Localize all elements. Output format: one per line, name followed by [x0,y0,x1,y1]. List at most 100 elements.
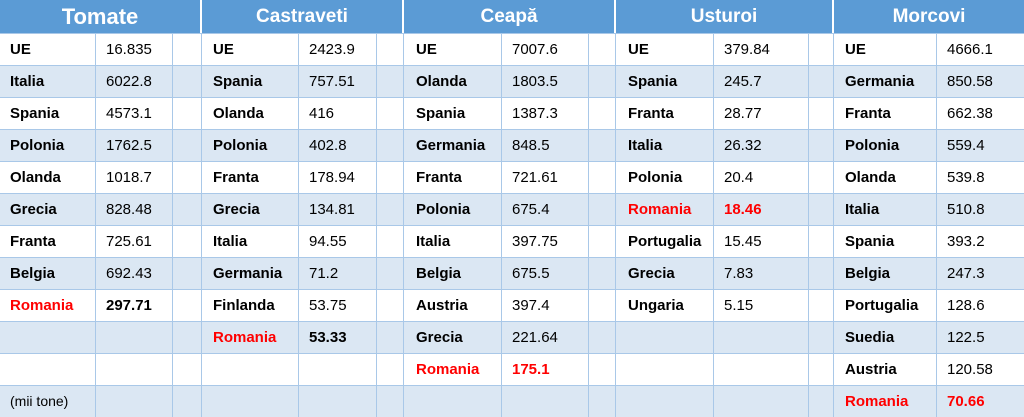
production-value: 94.55 [309,232,347,250]
group-header: Usturoi [616,0,832,33]
production-value: 7.83 [724,264,754,282]
country-name: Italia [213,232,248,250]
column-divider [833,33,834,417]
country-name: Ungaria [628,296,684,314]
country-name: Franta [213,168,259,186]
production-value: 692.43 [106,264,152,282]
table-row-band [0,289,1024,321]
country-name: Austria [845,360,897,378]
column-divider [95,33,96,417]
country-name: Grecia [416,328,463,346]
country-name: Franta [628,104,674,122]
production-value: 662.38 [947,104,993,122]
production-value: 4666.1 [947,40,993,58]
country-name: Polonia [416,200,471,218]
table-row-band [0,257,1024,289]
production-value: 559.4 [947,136,985,154]
country-name: Italia [628,136,663,154]
production-value: 6022.8 [106,72,152,90]
column-divider [376,33,377,417]
country-name: Belgia [10,264,56,282]
country-name: Romania [10,296,74,314]
production-value: 16.835 [106,40,152,58]
production-value: 725.61 [106,232,152,250]
production-value: 1387.3 [512,104,558,122]
production-value: 71.2 [309,264,339,282]
table-row-band [0,97,1024,129]
production-value: 1018.7 [106,168,152,186]
country-name: Belgia [845,264,891,282]
production-value: 721.61 [512,168,558,186]
production-value: 757.51 [309,72,355,90]
country-name: Romania [845,392,909,410]
production-value: 20.4 [724,168,754,186]
country-name: Finlanda [213,296,275,314]
production-value: 245.7 [724,72,762,90]
header-separator [200,0,202,33]
country-name: Italia [845,200,880,218]
production-value: 70.66 [947,392,985,410]
production-value: 120.58 [947,360,993,378]
production-value: 539.8 [947,168,985,186]
country-name: Spania [416,104,466,122]
production-value: 28.77 [724,104,762,122]
country-name: Grecia [213,200,260,218]
table-row-band [0,129,1024,161]
production-value: 128.6 [947,296,985,314]
country-name: Franta [845,104,891,122]
production-value: 2423.9 [309,40,355,58]
country-name: Olanda [213,104,264,122]
production-value: 7007.6 [512,40,558,58]
country-name: Italia [416,232,451,250]
country-name: Olanda [416,72,467,90]
production-value: 53.33 [309,328,347,346]
country-name: Spania [845,232,895,250]
production-value: 53.75 [309,296,347,314]
header-separator [402,0,404,33]
production-value: 175.1 [512,360,550,378]
column-divider [588,33,589,417]
production-value: 402.8 [309,136,347,154]
country-name: Italia [10,72,45,90]
production-value: 1762.5 [106,136,152,154]
production-value: 26.32 [724,136,762,154]
country-name: Germania [213,264,283,282]
country-name: Grecia [10,200,57,218]
table-row-band [0,321,1024,353]
country-name: Portugalia [628,232,702,250]
country-name: UE [213,40,234,58]
country-name: Portugalia [845,296,919,314]
table-row-band [0,385,1024,417]
production-value: 15.45 [724,232,762,250]
production-value: 848.5 [512,136,550,154]
production-value: 297.71 [106,296,152,314]
country-name: Spania [628,72,678,90]
production-value: 5.15 [724,296,754,314]
production-value: 122.5 [947,328,985,346]
country-name: Franta [416,168,462,186]
production-value: 4573.1 [106,104,152,122]
country-name: UE [845,40,866,58]
country-name: Romania [416,360,480,378]
country-name: Polonia [628,168,683,186]
table-row-band [0,161,1024,193]
header-separator [614,0,616,33]
production-value: 221.64 [512,328,558,346]
country-name: Spania [213,72,263,90]
group-header: Morcovi [834,0,1024,33]
table-row-band [0,193,1024,225]
production-value: 247.3 [947,264,985,282]
country-name: Polonia [213,136,268,154]
production-value: 510.8 [947,200,985,218]
production-value: 675.4 [512,200,550,218]
production-value: 379.84 [724,40,770,58]
header-separator [832,0,834,33]
country-name: Spania [10,104,60,122]
production-value: 397.75 [512,232,558,250]
group-header: Castraveti [202,0,402,33]
column-divider [936,33,937,417]
country-name: Polonia [845,136,900,154]
country-name: UE [10,40,31,58]
group-header: Tomate [0,0,200,33]
